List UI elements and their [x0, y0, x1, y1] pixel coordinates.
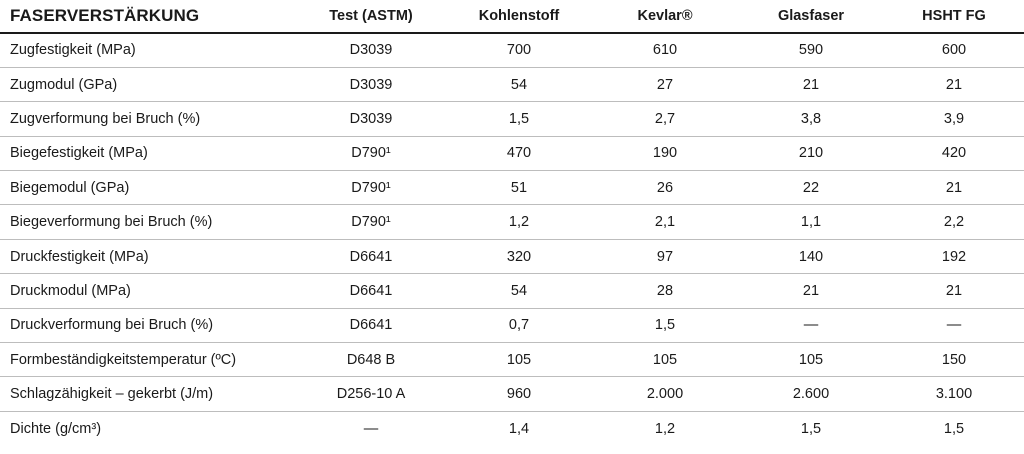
property-cell: Druckverformung bei Bruch (%)	[0, 308, 296, 344]
hsht-cell: 600	[884, 33, 1024, 68]
glass-cell: 1,1	[738, 204, 884, 240]
glass-cell: 1,5	[800, 420, 822, 437]
kevlar-cell: 1,5	[592, 308, 738, 344]
property-cell: Dichte (g/cm³)	[10, 420, 102, 437]
test-cell: D256-10 A	[296, 376, 446, 412]
test-cell: —	[363, 420, 379, 437]
table-row: Druckverformung bei Bruch (%) D6641 0,7 …	[0, 308, 1024, 344]
glass-cell: 105	[738, 342, 884, 378]
kevlar-cell: 26	[592, 170, 738, 206]
table-body: Zugfestigkeit (MPa) D3039 700 610 590 60…	[0, 33, 1024, 446]
property-cell: Biegeverformung bei Bruch (%)	[0, 204, 296, 240]
test-cell: D6641	[296, 308, 446, 344]
test-cell: D3039	[296, 101, 446, 137]
property-cell: Druckmodul (MPa)	[0, 273, 296, 309]
header-kevlar: Kevlar®	[592, 0, 738, 34]
kevlar-cell: 27	[592, 67, 738, 103]
property-cell: Biegefestigkeit (MPa)	[0, 136, 296, 172]
table-header: FASERVERSTÄRKUNG Test (ASTM) Kohlenstoff…	[0, 0, 1024, 34]
table-row: Zugfestigkeit (MPa) D3039 700 610 590 60…	[0, 33, 1024, 68]
table-row: Zugmodul (GPa) D3039 54 27 21 21	[0, 67, 1024, 103]
test-cell: D3039	[296, 67, 446, 103]
property-cell: Schlagzähigkeit – gekerbt (J/m)	[0, 376, 296, 412]
carbon-cell: 0,7	[446, 308, 592, 344]
carbon-cell: 1,5	[446, 101, 592, 137]
kevlar-cell: 610	[592, 33, 738, 68]
property-cell: Druckfestigkeit (MPa)	[0, 239, 296, 275]
carbon-cell: 700	[446, 33, 592, 68]
glass-cell: 3,8	[738, 101, 884, 137]
kevlar-cell: 97	[592, 239, 738, 275]
hsht-cell: 3,9	[884, 101, 1024, 137]
table-row: Druckmodul (MPa) D6641 54 28 21 21	[0, 273, 1024, 309]
table-row: Schlagzähigkeit – gekerbt (J/m) D256-10 …	[0, 376, 1024, 412]
carbon-cell: 105	[446, 342, 592, 378]
kevlar-cell: 2,1	[592, 204, 738, 240]
test-cell: D6641	[296, 239, 446, 275]
glass-cell: 210	[738, 136, 884, 172]
hsht-cell: 21	[884, 273, 1024, 309]
glass-cell: 140	[738, 239, 884, 275]
glass-cell: 590	[738, 33, 884, 68]
table-row: Biegefestigkeit (MPa) D790¹ 470 190 210 …	[0, 136, 1024, 172]
carbon-cell: 51	[446, 170, 592, 206]
kevlar-cell: 105	[592, 342, 738, 378]
table-row: Zugverformung bei Bruch (%) D3039 1,5 2,…	[0, 101, 1024, 137]
kevlar-cell: 2,7	[592, 101, 738, 137]
test-cell: D790¹	[296, 136, 446, 172]
hsht-cell: 21	[884, 67, 1024, 103]
carbon-cell: 1,4	[508, 420, 530, 437]
test-cell: D3039	[296, 33, 446, 68]
header-test: Test (ASTM)	[296, 0, 446, 34]
table-row: Biegemodul (GPa) D790¹ 51 26 22 21	[0, 170, 1024, 206]
hsht-cell: 420	[884, 136, 1024, 172]
header-hsht: HSHT FG	[884, 0, 1024, 34]
hsht-cell: 150	[884, 342, 1024, 378]
hsht-cell: 1,5	[943, 420, 965, 437]
header-row: FASERVERSTÄRKUNG Test (ASTM) Kohlenstoff…	[0, 0, 1024, 34]
carbon-cell: 320	[446, 239, 592, 275]
hsht-cell: 192	[884, 239, 1024, 275]
table-row: Formbeständigkeitstemperatur (ºC) D648 B…	[0, 342, 1024, 378]
kevlar-cell: 190	[592, 136, 738, 172]
hsht-cell: 2,2	[884, 204, 1024, 240]
glass-cell: 22	[738, 170, 884, 206]
glass-cell: 21	[738, 67, 884, 103]
carbon-cell: 470	[446, 136, 592, 172]
test-cell: D790¹	[296, 170, 446, 206]
property-cell: Biegemodul (GPa)	[0, 170, 296, 206]
test-cell: D648 B	[296, 342, 446, 378]
carbon-cell: 960	[446, 376, 592, 412]
table-row: Dichte (g/cm³) — 1,4 1,2 1,5 1,5	[0, 411, 1024, 445]
hsht-cell: —	[884, 308, 1024, 344]
kevlar-cell: 28	[592, 273, 738, 309]
header-carbon: Kohlenstoff	[446, 0, 592, 34]
kevlar-cell: 1,2	[654, 420, 676, 437]
table-row: Biegeverformung bei Bruch (%) D790¹ 1,2 …	[0, 204, 1024, 240]
property-cell: Zugmodul (GPa)	[0, 67, 296, 103]
carbon-cell: 1,2	[446, 204, 592, 240]
header-property: FASERVERSTÄRKUNG	[0, 0, 296, 34]
property-cell: Zugverformung bei Bruch (%)	[0, 101, 296, 137]
glass-cell: 21	[738, 273, 884, 309]
test-cell: D6641	[296, 273, 446, 309]
glass-cell: 2.600	[738, 376, 884, 412]
test-cell: D790¹	[296, 204, 446, 240]
hsht-cell: 3.100	[884, 376, 1024, 412]
carbon-cell: 54	[446, 273, 592, 309]
carbon-cell: 54	[446, 67, 592, 103]
property-cell: Zugfestigkeit (MPa)	[0, 33, 296, 68]
table-row: Druckfestigkeit (MPa) D6641 320 97 140 1…	[0, 239, 1024, 275]
kevlar-cell: 2.000	[592, 376, 738, 412]
glass-cell: —	[738, 308, 884, 344]
property-cell: Formbeständigkeitstemperatur (ºC)	[0, 342, 296, 378]
hsht-cell: 21	[884, 170, 1024, 206]
header-glass: Glasfaser	[738, 0, 884, 34]
